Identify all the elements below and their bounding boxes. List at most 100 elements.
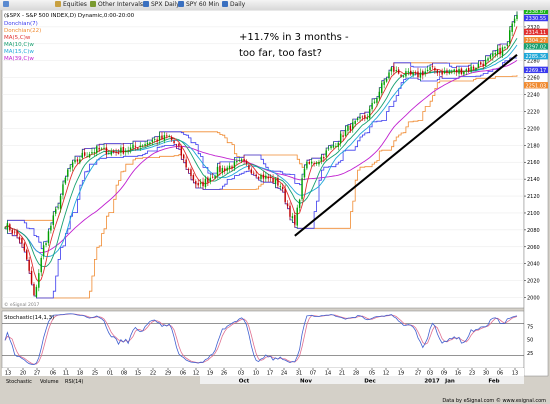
tab-stochastic[interactable]: Stochastic [6, 379, 32, 385]
x-tick-label: 20 [20, 371, 26, 377]
last-value-flag: 2314.11 [524, 28, 548, 36]
candle [190, 167, 192, 180]
candle [21, 236, 23, 248]
candle [429, 64, 431, 74]
candle [240, 158, 243, 164]
candle [233, 157, 236, 171]
candle [45, 241, 47, 248]
candle [182, 153, 185, 163]
candle [47, 228, 50, 246]
chart-icon [143, 1, 149, 7]
other-intervals-menu[interactable]: Other Intervals [90, 1, 143, 9]
last-value-flag: 2304.27 [524, 36, 548, 44]
candle [134, 141, 137, 151]
candle [88, 151, 91, 159]
candle [267, 173, 269, 182]
x-tick-label: 13 [512, 371, 518, 377]
daily-tab[interactable]: Daily [222, 1, 245, 9]
candle [310, 158, 313, 168]
x-tick-label: 31 [296, 371, 302, 377]
candle [185, 156, 187, 170]
candle [158, 131, 161, 144]
candle [356, 117, 359, 122]
candle [219, 161, 221, 176]
candle [306, 160, 308, 171]
candle [388, 70, 390, 80]
candle [245, 159, 248, 167]
x-tick-label: 21 [339, 371, 345, 377]
candle [298, 198, 301, 212]
candle [248, 163, 250, 171]
candle [120, 145, 122, 157]
candle [480, 61, 482, 66]
candle [187, 167, 190, 174]
candle [100, 147, 103, 151]
candle [197, 179, 199, 188]
candle [489, 53, 492, 60]
candle [349, 123, 352, 133]
price-tick-label: 2020 [527, 279, 540, 285]
candle [342, 131, 344, 141]
candle [359, 113, 361, 122]
candle [115, 148, 117, 156]
candle [492, 50, 494, 61]
candle [4, 226, 6, 229]
price-tick-label: 2160 [527, 160, 540, 166]
candle [231, 164, 233, 172]
candle [30, 266, 33, 285]
candle [262, 171, 265, 183]
candle [62, 181, 64, 200]
spy-60min-tab[interactable]: SPY 60 Min [178, 1, 219, 9]
candle [320, 154, 323, 165]
candle [274, 177, 277, 188]
footer: Data by eSignal.com © www.esignal.com [442, 397, 546, 404]
refresh-button[interactable] [3, 1, 11, 9]
candle [154, 136, 156, 143]
candle [513, 15, 516, 27]
last-value-flag: 2269.17 [524, 66, 548, 74]
x-tick-label: 16 [455, 371, 461, 377]
candle [332, 141, 335, 149]
spx-daily-tab[interactable]: SPX Daily [143, 1, 180, 9]
candle [260, 173, 262, 182]
candle [347, 124, 349, 136]
price-tick-label: 2000 [527, 296, 540, 302]
x-tick-label: 08 [121, 371, 127, 377]
candle [112, 149, 115, 154]
candle [393, 62, 395, 75]
candle [438, 70, 441, 76]
candle [475, 67, 477, 72]
candle [180, 144, 183, 160]
annotation-line-1: +11.7% in 3 months - [239, 32, 349, 43]
candle [277, 174, 279, 189]
candle [81, 149, 84, 160]
candle [79, 156, 81, 165]
x-tick-label: 03 [238, 371, 244, 377]
candle [371, 98, 373, 112]
legend-donchian7: Donchian(7) [4, 21, 38, 27]
candle [71, 160, 74, 172]
candle [511, 21, 513, 37]
x-group-label: Oct [239, 379, 250, 385]
candle [318, 159, 320, 167]
candle [282, 183, 284, 193]
candle [383, 78, 385, 89]
candle [364, 112, 366, 122]
candle [390, 66, 393, 76]
candle [6, 220, 9, 234]
svg-text:2251.03: 2251.03 [526, 83, 547, 89]
equities-menu[interactable]: Equities [55, 1, 87, 9]
tab-volume[interactable]: Volume [40, 379, 59, 385]
candle [236, 158, 238, 165]
candle [286, 200, 289, 209]
candle [269, 174, 272, 182]
candle [42, 241, 45, 260]
x-tick-label: 11 [63, 371, 69, 377]
ma10-line [4, 38, 518, 268]
candle [86, 152, 88, 158]
candle [337, 141, 340, 151]
candle [137, 147, 139, 151]
tab-rsi[interactable]: RSI(14) [65, 379, 83, 385]
candle [209, 174, 212, 185]
candle [103, 143, 105, 151]
